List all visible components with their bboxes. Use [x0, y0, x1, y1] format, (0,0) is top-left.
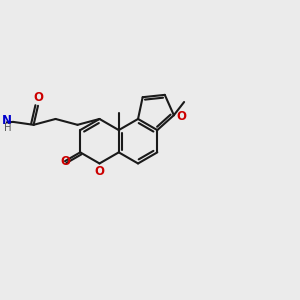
Text: H: H: [4, 123, 12, 133]
Text: N: N: [2, 114, 12, 127]
Text: O: O: [60, 154, 70, 168]
Text: O: O: [176, 110, 186, 123]
Text: O: O: [94, 165, 104, 178]
Text: O: O: [33, 91, 43, 104]
